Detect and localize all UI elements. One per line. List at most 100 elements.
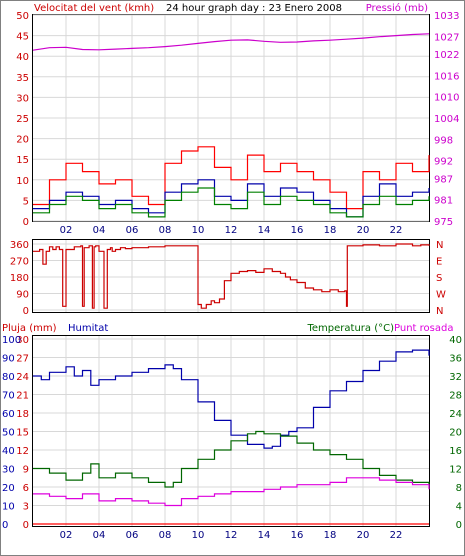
panel3-humidity-tick-label: 20 — [2, 483, 15, 494]
panel1-grid — [33, 14, 429, 222]
panel2-compass-label: W — [436, 290, 446, 301]
panel3-temp-tick-label: 0 — [456, 520, 462, 531]
panel3-series — [33, 349, 430, 525]
panel3-x-tick-label: 10 — [192, 530, 205, 541]
series-dew-point — [33, 477, 430, 507]
panel1-left-tick-label: 50 — [16, 11, 29, 22]
panel1-left-tick-label: 30 — [16, 93, 29, 104]
panel2-left-tick-label: 270 — [10, 257, 29, 268]
panel1-x-tick-label: 16 — [291, 225, 304, 236]
panel2-series — [33, 243, 430, 309]
panel3-x-tick-label: 16 — [291, 530, 304, 541]
chart-title: 24 hour graph day : 23 Enero 2008 — [166, 3, 342, 14]
panel3-rain-tick-label: 24 — [16, 372, 29, 383]
panel2-left-tick-label: 90 — [16, 290, 29, 301]
panel3-temp-tick-label: 28 — [449, 391, 462, 402]
panel1-x-tick-label: 20 — [357, 225, 370, 236]
panel3-rain-ticks: 0 3 6 9 12 15 18 21 24 27 30 — [16, 335, 29, 531]
panel3-humidity-tick-label: 30 — [2, 465, 15, 476]
panel1-x-ticks: 02 04 06 08 10 12 14 16 18 20 22 — [60, 225, 403, 236]
panel3-humidity-tick-label: 0 — [2, 520, 8, 531]
pressure-label: Pressió (mb) — [366, 2, 428, 14]
panel3-humidity-tick-label: 40 — [2, 446, 15, 457]
panel2-compass-label: E — [436, 257, 442, 268]
panel3-humidity-tick-label: 50 — [2, 428, 15, 439]
panel3-temp-tick-label: 36 — [449, 354, 462, 365]
panel3-humidity-tick-label: 10 — [2, 502, 15, 513]
panel2-compass-label: N — [436, 240, 443, 251]
panel2-left-ticks: 0 90 180 270 360 — [10, 240, 29, 317]
panel3-humidity-ticks: 0 10 20 30 40 50 60 70 80 90 100 — [2, 335, 21, 531]
rain-label: Pluja (mm) — [2, 323, 57, 334]
panel1-x-tick-label: 18 — [324, 225, 337, 236]
panel1-left-tick-label: 20 — [16, 135, 29, 146]
panel1-left-tick-label: 25 — [16, 114, 29, 125]
panel1-left-ticks: 0 5 10 15 20 25 30 35 40 45 50 — [16, 11, 29, 228]
panel1-x-tick-label: 08 — [159, 225, 172, 236]
panel3-temp-tick-label: 32 — [449, 372, 462, 383]
panel1-left-tick-label: 40 — [16, 52, 29, 63]
panel3-temp-tick-label: 12 — [449, 465, 462, 476]
dew-point-label: Punt rosada — [394, 323, 453, 334]
panel1-right-tick-label: 1027 — [434, 32, 459, 43]
panel2-left-tick-label: 360 — [10, 240, 29, 251]
series-pressure — [32, 33, 430, 51]
panel3-rain-tick-label: 0 — [23, 520, 29, 531]
panel3-temp-ticks: 0 4 8 12 16 20 24 28 32 36 40 — [449, 335, 462, 531]
panel1-right-tick-label: 998 — [434, 135, 453, 146]
panel1-right-tick-label: 987 — [434, 174, 453, 185]
panel3-x-tick-label: 20 — [357, 530, 370, 541]
panel3-temp-tick-label: 20 — [449, 428, 462, 439]
panel1-right-tick-label: 1033 — [434, 11, 459, 22]
wind-speed-label: Velocitat del vent (kmh) — [34, 3, 154, 14]
panel3-rain-tick-label: 9 — [23, 465, 29, 476]
temperature-label: Temperatura (°C) — [306, 323, 394, 334]
series-humidity — [33, 349, 430, 449]
panel2-compass-label: N — [436, 306, 443, 317]
panel3-x-tick-label: 02 — [60, 530, 73, 541]
panel1-x-tick-label: 06 — [126, 225, 139, 236]
panel1-left-tick-label: 15 — [16, 155, 29, 166]
panel3-temp-tick-label: 8 — [456, 483, 462, 494]
panel3-rain-tick-label: 27 — [16, 354, 29, 365]
panel1-left-tick-label: 5 — [23, 196, 29, 207]
panel3-rain-tick-label: 18 — [16, 409, 29, 420]
panel3-rain-tick-label: 30 — [16, 335, 29, 346]
panel1-left-tick-label: 45 — [16, 32, 29, 43]
panel3-x-tick-label: 06 — [126, 530, 139, 541]
panel1-right-tick-label: 1004 — [434, 114, 459, 125]
panel3-temp-tick-label: 40 — [449, 335, 462, 346]
panel1-right-tick-label: 1022 — [434, 50, 459, 61]
series-temperature — [33, 430, 430, 488]
panel3-humidity-tick-label: 90 — [2, 354, 15, 365]
panel1-x-tick-label: 12 — [225, 225, 238, 236]
panel3-rain-tick-label: 15 — [16, 428, 29, 439]
panel1-x-tick-label: 02 — [60, 225, 73, 236]
panel3-humidity-tick-label: 70 — [2, 391, 15, 402]
panel3-rain-tick-label: 12 — [16, 446, 29, 457]
panel2-left-tick-label: 180 — [10, 273, 29, 284]
panel3-rain-tick-label: 21 — [16, 391, 29, 402]
panel1-right-tick-label: 981 — [434, 196, 453, 207]
panel1-left-tick-label: 0 — [23, 217, 29, 228]
series-direction — [33, 243, 430, 309]
panel3-x-ticks: 02 04 06 08 10 12 14 16 18 20 22 — [60, 530, 403, 541]
panel2-left-tick-label: 0 — [23, 306, 29, 317]
panel1-x-tick-label: 10 — [192, 225, 205, 236]
panel3-humidity-tick-label: 60 — [2, 409, 15, 420]
panel1-right-ticks: 975 981 987 992 998 1004 1010 1016 1022 1027 1033 — [434, 11, 459, 228]
panel3-x-tick-label: 04 — [93, 530, 106, 541]
panel1-series — [32, 33, 430, 218]
series-wind-avg — [33, 187, 430, 218]
panel3-x-tick-label: 14 — [258, 530, 271, 541]
panel2-compass-label: S — [436, 273, 442, 284]
panel1-left-tick-label: 35 — [16, 73, 29, 84]
panel3-x-tick-label: 18 — [324, 530, 337, 541]
panel1-x-tick-label: 04 — [93, 225, 106, 236]
panel3-x-tick-label: 08 — [159, 530, 172, 541]
panel3-x-tick-label: 12 — [225, 530, 238, 541]
panel1-right-tick-label: 1016 — [434, 71, 459, 82]
